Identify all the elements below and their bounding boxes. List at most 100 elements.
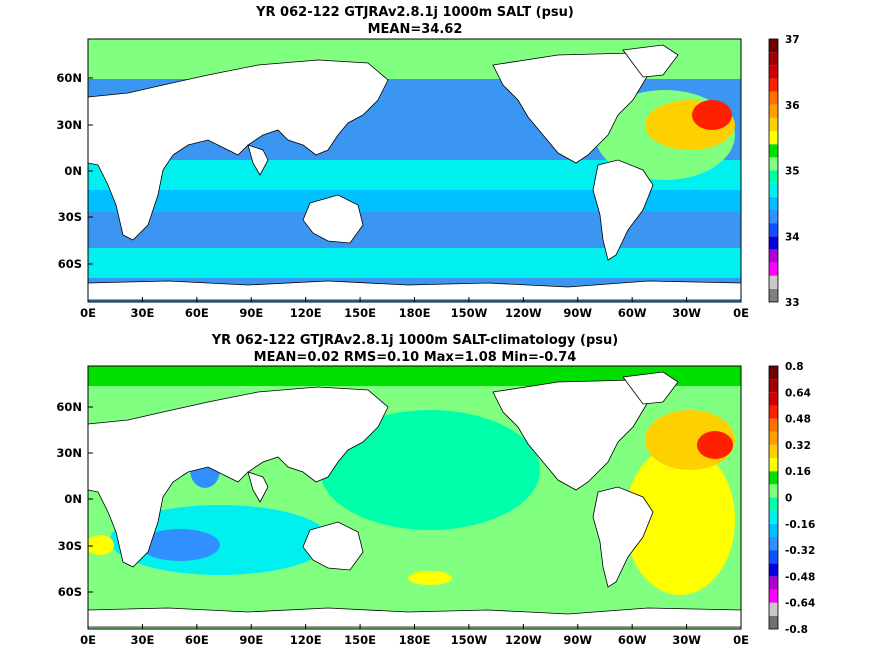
x-tick-label: 180E xyxy=(399,306,431,320)
colorbar-swatch xyxy=(769,249,778,263)
colorbar-tick-label: 0.32 xyxy=(785,440,811,452)
x-tick-label: 120W xyxy=(505,633,542,647)
colorbar-swatch xyxy=(769,458,778,472)
colorbar-swatch xyxy=(769,39,778,53)
colorbar-tick-label: -0.16 xyxy=(785,519,815,531)
southern-band-1 xyxy=(88,248,741,278)
atlantic-peak-2 xyxy=(697,431,733,459)
y-tick-label: 30N xyxy=(56,118,82,132)
colorbar-swatch xyxy=(769,602,778,616)
x-tick-label: 120E xyxy=(290,306,322,320)
y-tick-label: 60S xyxy=(58,257,82,271)
x-tick-label: 120E xyxy=(290,633,322,647)
x-tick-label: 90E xyxy=(239,633,263,647)
x-tick-label: 60E xyxy=(185,633,209,647)
colorbar-swatch xyxy=(769,471,778,485)
colorbar-frame xyxy=(768,38,779,303)
x-tick-label: 120W xyxy=(505,306,542,320)
x-tick-label: 0E xyxy=(80,633,96,647)
arctic-band-2 xyxy=(88,366,741,386)
x-tick-label: 90W xyxy=(563,306,592,320)
subtropical-band-1 xyxy=(88,190,741,212)
colorbar-tick-label: 33 xyxy=(785,297,800,309)
colorbar-swatch xyxy=(769,523,778,537)
y-axis-2: 60N 30N 0N 30S 60S xyxy=(56,400,93,599)
y-tick-label: 60S xyxy=(58,585,82,599)
colorbar-swatch xyxy=(769,157,778,171)
colorbar-swatch xyxy=(769,589,778,603)
x-tick-label: 150W xyxy=(451,633,488,647)
x-tick-label: 60W xyxy=(618,306,647,320)
colorbar-swatch xyxy=(769,170,778,184)
colorbar-swatch xyxy=(769,484,778,498)
colorbar-swatch xyxy=(769,431,778,445)
colorbar-swatch xyxy=(769,91,778,105)
x-tick-label: 30W xyxy=(672,633,701,647)
colorbar-swatch xyxy=(769,510,778,524)
y-tick-label: 30S xyxy=(58,539,82,553)
chart-title-1: YR 062-122 GTJRAv2.8.1j 1000m SALT (psu) xyxy=(255,5,574,20)
y-tick-label: 60N xyxy=(56,400,82,414)
pacific-anomaly-2 xyxy=(320,410,540,530)
colorbar-swatch xyxy=(769,392,778,406)
colorbar-tick-label: -0.8 xyxy=(785,624,808,636)
colorbar-tick-label: 0 xyxy=(785,493,792,505)
x-tick-label: 30E xyxy=(130,633,154,647)
colorbar-swatch xyxy=(769,576,778,590)
colorbar-swatch xyxy=(769,262,778,276)
x-tick-label: 30E xyxy=(130,306,154,320)
colorbar-swatch xyxy=(769,52,778,66)
colorbar-swatch xyxy=(769,209,778,224)
chart-subtitle-2: MEAN=0.02 RMS=0.10 Max=1.08 Min=-0.74 xyxy=(254,350,577,365)
x-tick-label: 90E xyxy=(239,306,263,320)
colorbar-swatch xyxy=(769,563,778,577)
x-tick-label: 150E xyxy=(344,633,376,647)
colorbar-swatch xyxy=(769,131,778,145)
colorbar-tick-label: 37 xyxy=(785,34,800,46)
colorbar-tick-label: -0.32 xyxy=(785,545,815,557)
colorbar-swatch xyxy=(769,104,778,118)
colorbar-swatch xyxy=(769,223,778,237)
x-tick-label: 180E xyxy=(399,633,431,647)
indian-low-2 xyxy=(140,529,220,561)
x-tick-label: 90W xyxy=(563,633,592,647)
colorbar-tick-label: 0.64 xyxy=(785,387,811,399)
x-tick-label: 150W xyxy=(451,306,488,320)
colorbar-swatch xyxy=(769,65,778,79)
x-tick-label: 0E xyxy=(80,306,96,320)
colorbar-swatch xyxy=(769,536,778,551)
atlantic-positive-2 xyxy=(625,445,735,595)
x-tick-label: 60W xyxy=(618,633,647,647)
map-panel-2 xyxy=(88,366,741,629)
colorbar-tick-label: 0.8 xyxy=(785,361,804,373)
colorbar-swatch xyxy=(769,144,778,158)
colorbar-2: 0.8 0.64 0.48 0.32 0.16 0 -0.16 -0.32 -0.48 -0.64… xyxy=(768,361,815,636)
colorbar-swatch xyxy=(769,183,778,197)
x-axis-1: 0E 30E 60E 90E 120E 150E 180E 150W 120W 90W 60W 30W… xyxy=(80,297,749,320)
y-tick-label: 60N xyxy=(56,71,82,85)
x-tick-label: 0E xyxy=(733,633,749,647)
y-tick-label: 0N xyxy=(64,492,82,506)
chart-title-2: YR 062-122 GTJRAv2.8.1j 1000m SALT-clima… xyxy=(211,333,619,348)
x-axis-2: 0E 30E 60E 90E 120E 150E 180E 150W 120W 90W 60W 30W… xyxy=(80,624,749,647)
y-tick-label: 30S xyxy=(58,210,82,224)
colorbar-swatch xyxy=(769,418,778,432)
colorbar-tick-label: 0.16 xyxy=(785,466,811,478)
colorbar-swatch xyxy=(769,196,778,210)
south-atlantic-2 xyxy=(88,535,114,555)
colorbar-1: 37 36 35 34 33 xyxy=(768,34,800,309)
colorbar-tick-label: 34 xyxy=(785,231,800,243)
y-axis-1: 60N 30N 0N 30S 60S xyxy=(56,71,93,271)
x-tick-label: 30W xyxy=(672,306,701,320)
colorbar-frame xyxy=(768,365,779,630)
colorbar-swatch xyxy=(769,615,778,629)
colorbar-tick-label: 36 xyxy=(785,100,800,112)
south-pacific-2 xyxy=(408,571,452,585)
colorbar-swatch xyxy=(769,379,778,393)
colorbar-swatch xyxy=(769,78,778,92)
colorbar-tick-label: -0.64 xyxy=(785,598,815,610)
y-tick-label: 30N xyxy=(56,446,82,460)
colorbar-swatch xyxy=(769,444,778,459)
x-tick-label: 60E xyxy=(185,306,209,320)
